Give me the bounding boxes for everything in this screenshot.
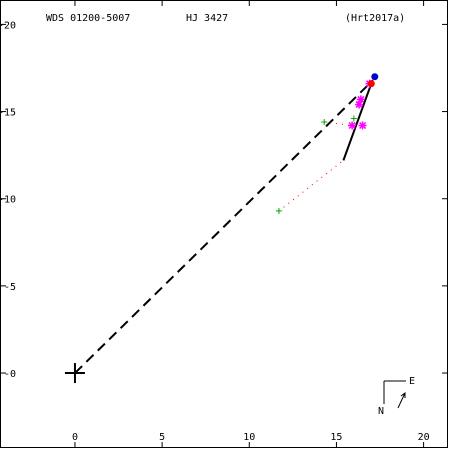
asterisk-marker-d2 [357, 95, 365, 103]
observation-marks [275, 73, 379, 214]
x-tick-label: 20 [418, 432, 430, 443]
wds-id-label: WDS 01200-5007 [46, 13, 130, 24]
y-tick-label: -10 [0, 195, 16, 206]
orbit-arc [342, 83, 373, 161]
compass-arrow-head [400, 392, 406, 398]
compass-rose: E N [378, 376, 415, 417]
discoverer-label: HJ 3427 [186, 13, 228, 24]
y-tick-label: -5 [4, 282, 16, 293]
dot-marker [367, 80, 375, 88]
asterisk-marker [348, 121, 357, 130]
asterisk-marker [356, 95, 365, 104]
plus-marker [275, 207, 282, 214]
y-tick-label: -0 [4, 369, 16, 380]
x-tick-label: 10 [243, 432, 255, 443]
compass-motion-arrow [397, 392, 406, 409]
line-of-nodes [74, 79, 374, 374]
compass-north-label: N [378, 406, 384, 417]
y-tick-label: -15 [0, 108, 16, 119]
asterisk-marker [358, 121, 367, 130]
x-tick-label: 0 [72, 432, 78, 443]
orbit-lines [64, 79, 374, 384]
plus-marker [350, 115, 357, 122]
plus-marker [321, 119, 328, 126]
dot-marker [371, 73, 379, 81]
asterisk-marker-d2 [348, 121, 356, 130]
y-tick-label: -20 [0, 20, 16, 31]
compass-east-label: E [409, 376, 415, 387]
x-tick-label: 5 [159, 432, 165, 443]
reference-label: (Hrt2017a) [345, 13, 405, 24]
x-tick-label: 15 [330, 432, 342, 443]
asterisk-marker-d2 [359, 121, 367, 130]
